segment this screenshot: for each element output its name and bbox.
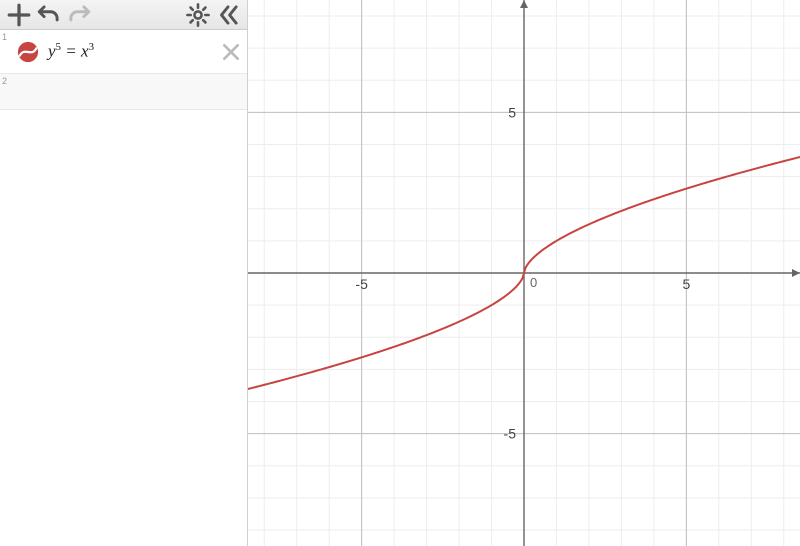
collapse-sidebar-button[interactable] xyxy=(215,2,241,28)
graph-area[interactable]: -5 5 -5 5 0 xyxy=(248,0,800,546)
add-expression-button[interactable] xyxy=(6,2,32,28)
settings-button[interactable] xyxy=(185,2,211,28)
expression-index: 2 xyxy=(2,76,12,86)
expression-row[interactable]: 1 y5 = x3 xyxy=(0,30,247,74)
expression-content[interactable] xyxy=(48,88,247,96)
delete-expression-button[interactable] xyxy=(221,42,241,62)
svg-text:-5: -5 xyxy=(355,276,368,292)
expression-color-icon xyxy=(14,78,42,106)
expression-row[interactable]: 2 xyxy=(0,74,247,110)
undo-button[interactable] xyxy=(36,2,62,28)
redo-button[interactable] xyxy=(66,2,92,28)
svg-text:-5: -5 xyxy=(504,426,517,442)
graph-canvas[interactable]: -5 5 -5 5 0 xyxy=(248,0,800,546)
expression-content[interactable]: y5 = x3 xyxy=(48,37,221,66)
svg-text:5: 5 xyxy=(508,104,516,120)
expression-color-icon[interactable] xyxy=(14,38,42,66)
expression-index: 1 xyxy=(2,32,12,42)
svg-text:0: 0 xyxy=(530,275,537,290)
svg-text:5: 5 xyxy=(682,276,690,292)
expression-sidebar: 1 y5 = x3 2 xyxy=(0,0,248,546)
expression-list: 1 y5 = x3 2 xyxy=(0,30,247,546)
toolbar xyxy=(0,0,247,30)
